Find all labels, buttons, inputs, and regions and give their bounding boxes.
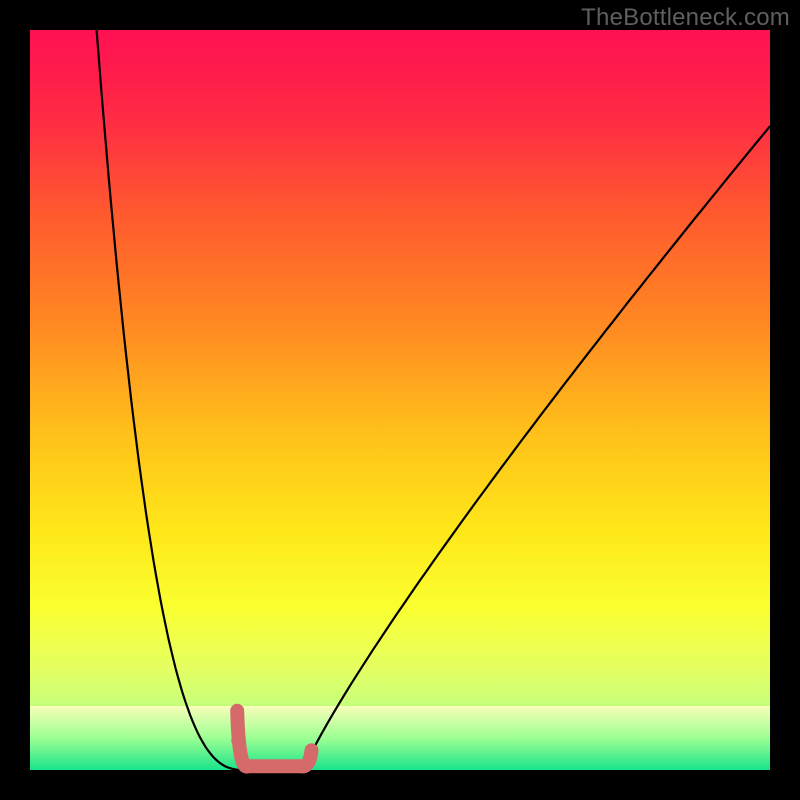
bottleneck-chart bbox=[0, 0, 800, 800]
green-band bbox=[30, 706, 770, 770]
chart-container: TheBottleneck.com bbox=[0, 0, 800, 800]
watermark-text: TheBottleneck.com bbox=[581, 4, 790, 32]
plot-background bbox=[30, 30, 770, 770]
trough-start-dot bbox=[231, 734, 243, 746]
